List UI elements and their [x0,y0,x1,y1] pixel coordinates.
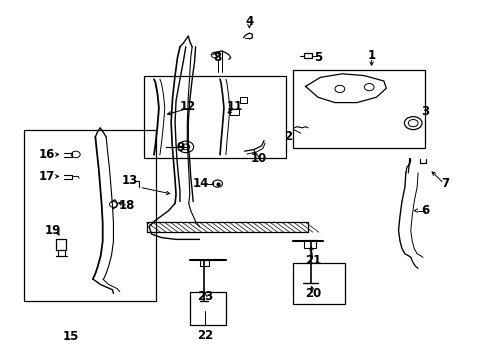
Bar [293,263,344,304]
Bar [189,292,226,325]
Text: 8: 8 [213,51,221,64]
Bar [239,97,246,103]
Text: 6: 6 [421,204,428,217]
Text: 9: 9 [177,141,184,154]
Text: 17: 17 [38,170,55,183]
Text: 19: 19 [44,224,61,237]
Text: 20: 20 [304,287,321,300]
Bar [304,240,316,248]
Text: 4: 4 [245,15,253,28]
Bar [199,260,209,266]
Text: 1: 1 [367,49,375,62]
Text: 16: 16 [38,148,55,161]
Text: 2: 2 [284,130,292,143]
Text: 10: 10 [250,152,267,165]
Bar [304,53,311,58]
Text: 13: 13 [121,174,138,186]
Text: 15: 15 [62,330,79,343]
Text: 3: 3 [421,105,428,118]
Text: 21: 21 [304,255,321,267]
Text: 12: 12 [180,100,196,113]
Text: 5: 5 [313,51,321,64]
Text: 14: 14 [192,177,208,190]
Text: 11: 11 [226,100,243,113]
Bar [229,109,238,115]
Bar [24,130,156,301]
Text: 7: 7 [440,177,448,190]
Text: 18: 18 [119,199,135,212]
Bar [144,76,285,158]
Text: 22: 22 [197,329,213,342]
Bar [293,70,425,148]
Text: 23: 23 [197,291,213,303]
